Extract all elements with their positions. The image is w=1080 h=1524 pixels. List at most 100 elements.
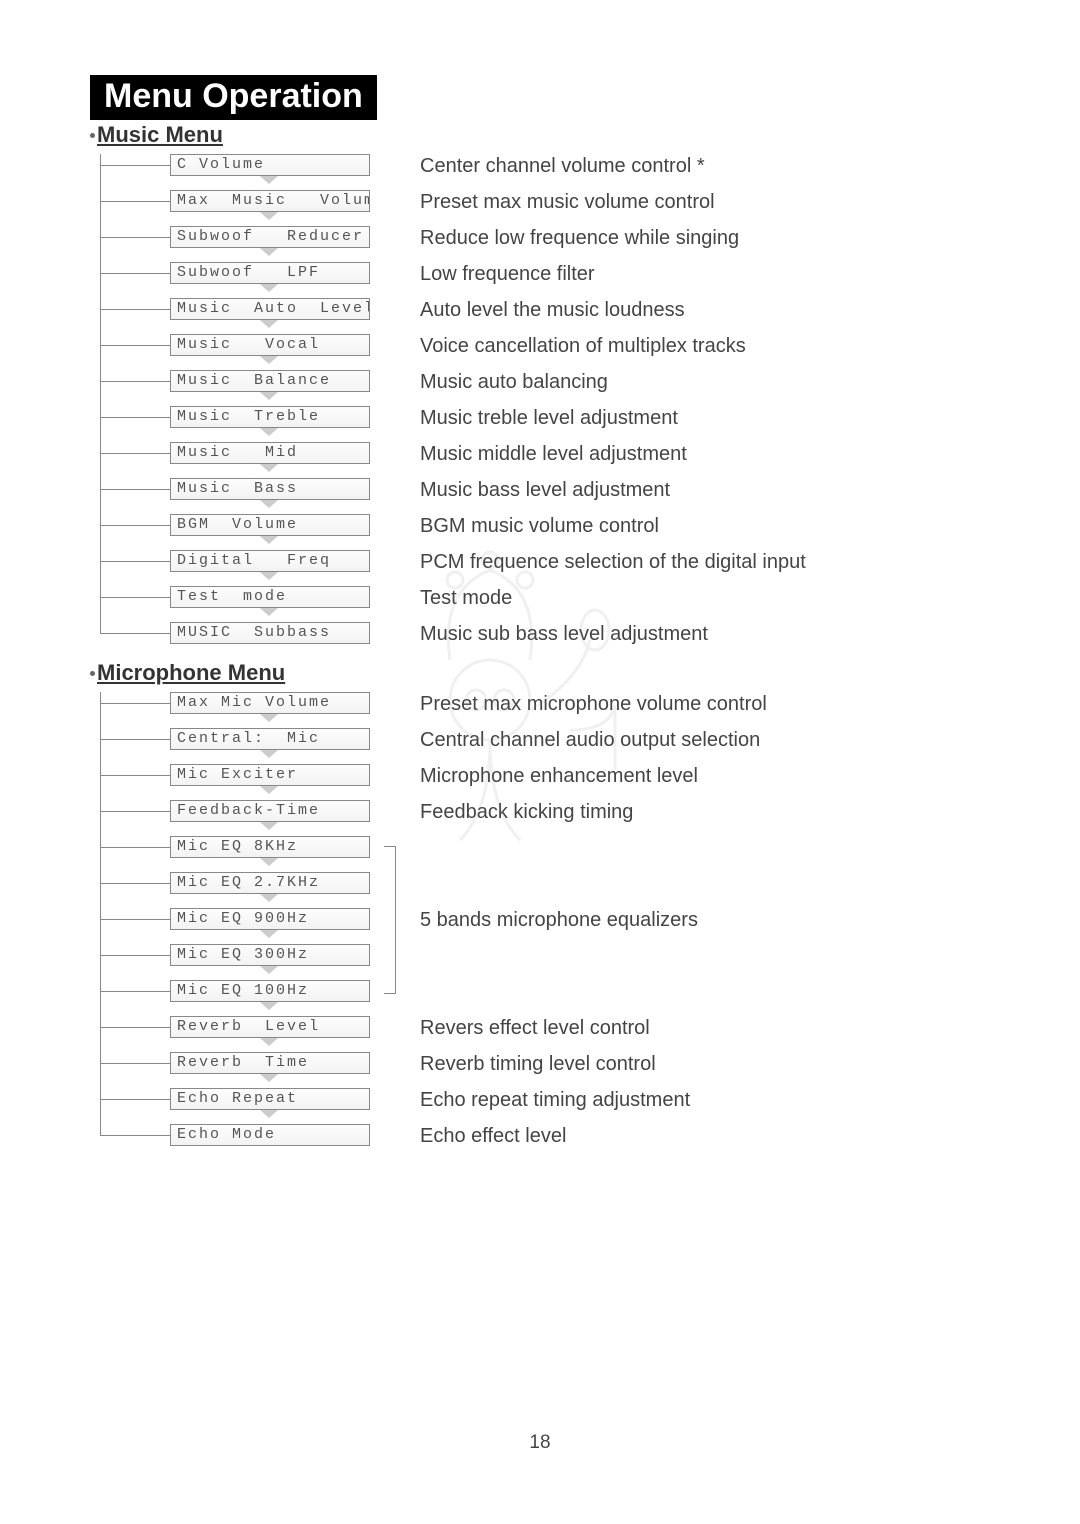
menu-row: Echo RepeatEcho repeat timing adjustment: [90, 1088, 990, 1124]
chevron-down-icon: [260, 750, 278, 758]
menu-item-description: [400, 980, 990, 981]
menu-item-box: Central: Mic: [170, 728, 370, 750]
menu-item-description: Microphone enhancement level: [370, 764, 990, 787]
branch-line: [90, 190, 170, 212]
chevron-down-icon: [260, 714, 278, 722]
menu-item-box: Reverb Time: [170, 1052, 370, 1074]
menu-item-description: Revers effect level control: [370, 1016, 990, 1039]
branch-line: [90, 226, 170, 248]
menu-item-description: Music auto balancing: [370, 370, 990, 393]
chevron-down-icon: [260, 464, 278, 472]
menu-row: Max Music VolumePreset max music volume …: [90, 190, 990, 226]
menu-row: Mic EQ 900Hz 5 bands microphone equalizer…: [90, 908, 990, 944]
branch-line: [90, 370, 170, 392]
menu-item-description: Central channel audio output selection: [370, 728, 990, 751]
menu-item-box: Feedback-Time: [170, 800, 370, 822]
chevron-down-icon: [260, 786, 278, 794]
menu-item-box: Music Mid: [170, 442, 370, 464]
menu-item-description: [400, 836, 990, 837]
page-title-bar: Menu Operation: [90, 75, 377, 120]
chevron-down-icon: [260, 1110, 278, 1118]
chevron-down-icon: [260, 212, 278, 220]
chevron-down-icon: [260, 428, 278, 436]
branch-line: [90, 1016, 170, 1038]
menu-item-box: Music Auto Level: [170, 298, 370, 320]
menu-row: Mic EQ 300Hz: [90, 944, 990, 980]
menu-item-description: Preset max music volume control: [370, 190, 990, 213]
menu-item-box: Mic EQ 900Hz: [170, 908, 370, 930]
branch-line: [90, 478, 170, 500]
menu-item-box: Mic Exciter: [170, 764, 370, 786]
menu-row: Mic EQ 100Hz: [90, 980, 990, 1016]
branch-line: [90, 1052, 170, 1074]
branch-line: [90, 872, 170, 894]
menu-item-box: Music Bass: [170, 478, 370, 500]
menu-item-description: Music sub bass level adjustment: [370, 622, 990, 645]
chevron-down-icon: [260, 572, 278, 580]
menu-row: Music MidMusic middle level adjustment: [90, 442, 990, 478]
menu-item-box: Music Treble: [170, 406, 370, 428]
menu-row: Feedback-TimeFeedback kicking timing: [90, 800, 990, 836]
eq-bracket: [384, 846, 396, 994]
menu-item-box: Test mode: [170, 586, 370, 608]
menu-item-box: Echo Mode: [170, 1124, 370, 1146]
menu-item-description: Voice cancellation of multiplex tracks: [370, 334, 990, 357]
branch-line: [90, 154, 170, 176]
chevron-down-icon: [260, 894, 278, 902]
menu-row: Music BassMusic bass level adjustment: [90, 478, 990, 514]
menu-item-box: Music Balance: [170, 370, 370, 392]
menu-item-box: BGM Volume: [170, 514, 370, 536]
menu-item-description: Auto level the music loudness: [370, 298, 990, 321]
menu-item-box: Subwoof LPF: [170, 262, 370, 284]
chevron-down-icon: [260, 1038, 278, 1046]
page-number: 18: [0, 1432, 1080, 1454]
menu-row: Test modeTest mode: [90, 586, 990, 622]
menu-item-description: Music treble level adjustment: [370, 406, 990, 429]
menu-row: BGM VolumeBGM music volume control: [90, 514, 990, 550]
menu-item-description: [400, 944, 990, 945]
chevron-down-icon: [260, 1002, 278, 1010]
menu-item-box: Mic EQ 2.7KHz: [170, 872, 370, 894]
page-title: Menu Operation: [104, 77, 363, 115]
menu-row: Reverb TimeReverb timing level control: [90, 1052, 990, 1088]
menu-item-box: C Volume: [170, 154, 370, 176]
menu-row: MUSIC SubbassMusic sub bass level adjust…: [90, 622, 990, 658]
menu-item-description: Music middle level adjustment: [370, 442, 990, 465]
menu-row: Max Mic VolumePreset max microphone volu…: [90, 692, 990, 728]
branch-line: [90, 692, 170, 714]
menu-row: Reverb LevelRevers effect level control: [90, 1016, 990, 1052]
menu-block: Max Mic VolumePreset max microphone volu…: [90, 692, 990, 1160]
branch-line: [90, 836, 170, 858]
chevron-down-icon: [260, 966, 278, 974]
menu-item-description: PCM frequence selection of the digital i…: [370, 550, 990, 573]
menu-item-description: Echo effect level: [370, 1124, 990, 1147]
chevron-down-icon: [260, 1074, 278, 1082]
menu-row: Mic ExciterMicrophone enhancement level: [90, 764, 990, 800]
menu-item-box: Max Mic Volume: [170, 692, 370, 714]
menu-item-description: Low frequence filter: [370, 262, 990, 285]
menu-item-box: Mic EQ 8KHz: [170, 836, 370, 858]
branch-line: [90, 800, 170, 822]
menu-row: Music BalanceMusic auto balancing: [90, 370, 990, 406]
menu-item-box: MUSIC Subbass: [170, 622, 370, 644]
menu-item-description: [400, 872, 990, 873]
branch-line: [90, 298, 170, 320]
menu-item-description: 5 bands microphone equalizers: [400, 908, 990, 931]
menu-item-description: Echo repeat timing adjustment: [370, 1088, 990, 1111]
menu-item-box: Mic EQ 300Hz: [170, 944, 370, 966]
menu-row: Mic EQ 8KHz: [90, 836, 990, 872]
section-heading: Microphone Menu: [90, 660, 990, 686]
branch-line: [90, 1124, 170, 1146]
chevron-down-icon: [260, 822, 278, 830]
branch-line: [90, 334, 170, 356]
menu-item-description: Music bass level adjustment: [370, 478, 990, 501]
menu-item-description: Test mode: [370, 586, 990, 609]
sections-container: Music Menu C VolumeCenter channel volume …: [90, 122, 990, 1160]
menu-row: Music VocalVoice cancellation of multipl…: [90, 334, 990, 370]
section-heading: Music Menu: [90, 122, 990, 148]
branch-line: [90, 1088, 170, 1110]
chevron-down-icon: [260, 536, 278, 544]
menu-item-description: BGM music volume control: [370, 514, 990, 537]
menu-item-box: Digital Freq: [170, 550, 370, 572]
menu-item-description: Center channel volume control *: [370, 154, 990, 177]
